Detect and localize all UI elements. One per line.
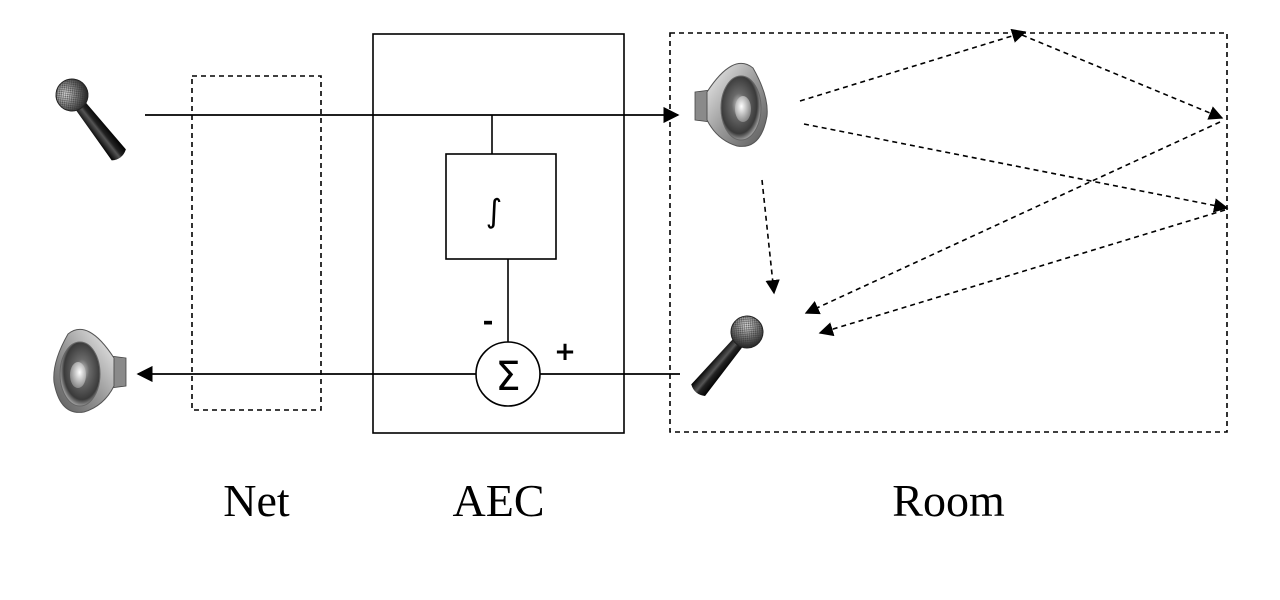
echo-path xyxy=(761,179,780,295)
room-box xyxy=(669,32,1228,433)
echo-path xyxy=(818,209,1226,337)
minus-sign: - xyxy=(483,307,494,337)
filter-symbol: ∫ xyxy=(486,192,503,230)
plus-sign: + xyxy=(554,337,576,367)
room-label: Room xyxy=(892,475,1005,526)
net-label: Net xyxy=(223,475,290,526)
echo-path xyxy=(803,123,1229,213)
echo-paths xyxy=(761,28,1229,337)
aec-box xyxy=(372,33,625,434)
echo-path xyxy=(799,28,1027,102)
room-microphone-icon xyxy=(683,308,771,404)
room-speaker-icon xyxy=(694,62,768,147)
net-box xyxy=(191,75,322,411)
echo-path xyxy=(804,121,1221,315)
far-end-microphone-icon xyxy=(49,72,134,168)
aec-label: AEC xyxy=(452,475,545,526)
echo-path xyxy=(1021,34,1224,120)
sigma-symbol: Σ xyxy=(495,354,520,400)
far-end-speaker-icon xyxy=(53,328,127,413)
adaptive-filter-block xyxy=(445,153,557,260)
